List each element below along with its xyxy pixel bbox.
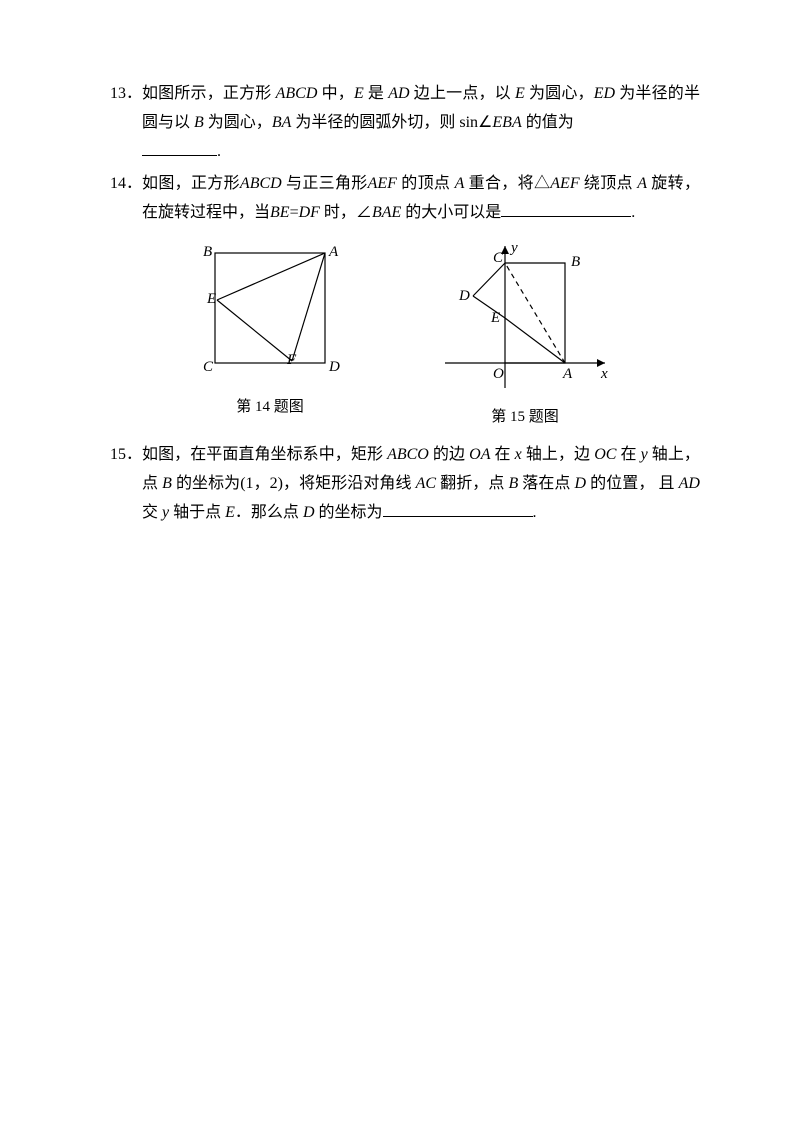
var: ABCD: [276, 85, 318, 102]
var: EBA: [492, 114, 521, 131]
var: ED: [594, 85, 615, 102]
txt: .: [533, 504, 537, 521]
svg-text:C: C: [493, 250, 504, 266]
figures-row: B A C D E F 第 14 题图 O Ax B Cy D E 第 15 题图: [110, 238, 700, 431]
var: AEF: [368, 175, 397, 192]
txt: 的顶点: [397, 175, 455, 192]
figure-caption: 第 15 题图: [491, 404, 559, 431]
txt: 时，∠: [320, 204, 372, 221]
txt: 的值为: [522, 114, 574, 131]
var: B: [162, 475, 172, 492]
var: OA: [469, 446, 490, 463]
svg-text:O: O: [493, 366, 504, 382]
var: B: [194, 114, 204, 131]
svg-text:F: F: [286, 352, 297, 368]
txt: 重合，将△: [464, 175, 550, 192]
problem-number: 13．: [110, 80, 142, 166]
var: ABCO: [387, 446, 429, 463]
var: E: [225, 504, 235, 521]
txt: 交: [142, 504, 162, 521]
txt: 翻折，点: [436, 475, 508, 492]
svg-text:x: x: [600, 366, 608, 382]
svg-text:E: E: [490, 310, 500, 326]
problem-15: 15． 如图，在平面直角坐标系中，矩形 ABCO 的边 OA 在 x 轴上，边 …: [110, 441, 700, 527]
problem-text: 如图，正方形ABCD 与正三角形AEF 的顶点 A 重合，将△AEF 绕顶点 A…: [142, 170, 700, 228]
svg-text:B: B: [571, 254, 580, 270]
var: AD: [679, 475, 700, 492]
var: AD: [388, 85, 409, 102]
figure-14-svg: B A C D E F: [195, 238, 345, 388]
problem-14: 14． 如图，正方形ABCD 与正三角形AEF 的顶点 A 重合，将△AEF 绕…: [110, 170, 700, 228]
txt: .: [631, 204, 635, 221]
txt: ．那么点: [235, 504, 303, 521]
txt: 落在点: [518, 475, 574, 492]
var: AC: [416, 475, 436, 492]
problem-13: 13． 如图所示，正方形 ABCD 中，E 是 AD 边上一点，以 E 为圆心，…: [110, 80, 700, 166]
problem-text: 如图，在平面直角坐标系中，矩形 ABCO 的边 OA 在 x 轴上，边 OC 在…: [142, 441, 700, 527]
svg-text:A: A: [562, 366, 573, 382]
var: BA: [272, 114, 292, 131]
txt: 是: [364, 85, 389, 102]
var: E: [354, 85, 364, 102]
answer-blank: [501, 216, 631, 217]
txt: 如图所示，正方形: [142, 85, 276, 102]
problem-text: 如图所示，正方形 ABCD 中，E 是 AD 边上一点，以 E 为圆心，ED 为…: [142, 80, 700, 166]
txt: 绕顶点: [580, 175, 638, 192]
svg-text:D: D: [328, 359, 340, 375]
txt: =: [290, 204, 299, 221]
txt: 的坐标为: [315, 504, 383, 521]
svg-text:D: D: [458, 288, 470, 304]
txt: 中，: [317, 85, 354, 102]
svg-text:y: y: [509, 240, 518, 256]
figure-15: O Ax B Cy D E 第 15 题图: [435, 238, 615, 431]
var: B: [508, 475, 518, 492]
figure-15-svg: O Ax B Cy D E: [435, 238, 615, 398]
txt: 为半径的圆弧外切，则 sin∠: [291, 114, 492, 131]
var: BE: [270, 204, 290, 221]
txt: 的坐标为(1，2)，将矩形沿对角线: [172, 475, 416, 492]
txt: 如图，在平面直角坐标系中，矩形: [142, 446, 387, 463]
var: D: [303, 504, 315, 521]
var: y: [641, 446, 648, 463]
txt: 轴上，边: [522, 446, 594, 463]
svg-text:E: E: [206, 291, 216, 307]
figure-caption: 第 14 题图: [236, 394, 304, 421]
txt: 的边: [429, 446, 469, 463]
var: E: [515, 85, 525, 102]
txt: 为圆心，: [525, 85, 594, 102]
txt: 为圆心，: [204, 114, 272, 131]
txt: 在: [490, 446, 514, 463]
svg-text:A: A: [328, 244, 339, 260]
problem-number: 14．: [110, 170, 142, 228]
var: OC: [594, 446, 616, 463]
txt: 边上一点，以: [410, 85, 515, 102]
var: AEF: [550, 175, 579, 192]
var: BAE: [372, 204, 401, 221]
txt: 的位置， 且: [586, 475, 679, 492]
svg-text:B: B: [203, 244, 212, 260]
var: D: [575, 475, 587, 492]
txt: 轴于点: [169, 504, 225, 521]
answer-blank: [142, 155, 217, 156]
var: x: [515, 446, 522, 463]
var: DF: [299, 204, 320, 221]
var: A: [637, 175, 647, 192]
txt: 与正三角形: [282, 175, 368, 192]
txt: 在: [616, 446, 640, 463]
txt: 的大小可以是: [401, 204, 501, 221]
var: A: [455, 175, 465, 192]
figure-14: B A C D E F 第 14 题图: [195, 238, 345, 431]
problem-number: 15．: [110, 441, 142, 527]
var: ABCD: [240, 175, 282, 192]
txt: 如图，正方形: [142, 175, 240, 192]
svg-text:C: C: [203, 359, 214, 375]
answer-blank: [383, 516, 533, 517]
